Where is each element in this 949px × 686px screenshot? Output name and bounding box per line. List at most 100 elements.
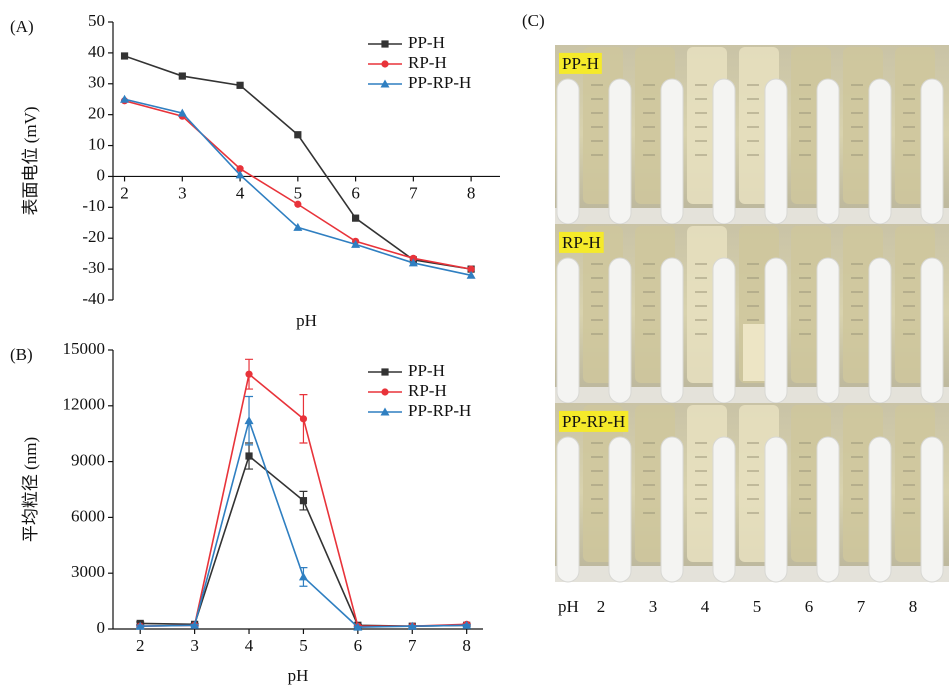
marker: [353, 622, 363, 631]
y-tick-label: -10: [82, 196, 105, 215]
holder-post: [764, 78, 788, 225]
holder-post: [764, 436, 788, 583]
x-axis-label: pH: [288, 666, 309, 685]
row-label-bg: [559, 231, 604, 253]
y-tick-label: 12000: [63, 395, 106, 414]
marker: [294, 131, 302, 139]
row-label: PP-H: [562, 54, 599, 73]
holder-post: [816, 436, 840, 583]
y-axis-label: 表面电位 (mV): [21, 106, 40, 215]
photo-category: 3: [649, 597, 658, 616]
y-tick-label: 50: [88, 11, 105, 30]
y-tick-label: -20: [82, 227, 105, 246]
holder-post: [764, 257, 788, 404]
y-tick-label: 20: [88, 104, 105, 123]
x-tick-label: 3: [178, 183, 187, 202]
x-tick-label: 5: [299, 636, 308, 655]
photo-shelf: [555, 566, 949, 582]
photo-category: 4: [701, 597, 710, 616]
holder-post: [920, 257, 944, 404]
legend-label: PP-H: [408, 33, 445, 52]
marker: [177, 108, 187, 117]
marker: [409, 254, 417, 262]
x-tick-label: 7: [409, 183, 418, 202]
holder-post: [660, 436, 684, 583]
marker: [351, 214, 360, 222]
legend-label: PP-H: [408, 361, 445, 380]
photo-axis-label: pH: [558, 597, 579, 616]
y-tick-label: 3000: [71, 562, 105, 581]
holder-post: [556, 78, 580, 225]
x-tick-label: 4: [236, 183, 245, 202]
marker: [381, 368, 389, 376]
marker: [299, 415, 308, 423]
marker: [381, 40, 389, 48]
y-tick-label: 40: [88, 42, 105, 61]
holder-post: [868, 257, 892, 404]
marker: [293, 222, 303, 231]
holder-post: [868, 436, 892, 583]
x-tick-label: 8: [467, 183, 476, 202]
y-tick-label: 30: [88, 73, 105, 92]
y-tick-label: 15000: [63, 339, 106, 358]
y-axis-label: 平均粒径 (nm): [21, 437, 40, 542]
x-tick-label: 5: [294, 183, 303, 202]
marker: [408, 258, 418, 267]
y-tick-label: 9000: [71, 451, 105, 470]
y-tick-label: 0: [97, 618, 106, 637]
series-line: [140, 454, 467, 628]
x-tick-label: 6: [351, 183, 360, 202]
photo-category: 2: [597, 597, 606, 616]
legend-label: RP-H: [408, 53, 447, 72]
holder-post: [608, 257, 632, 404]
holder-post: [816, 78, 840, 225]
panel-label: (B): [10, 345, 33, 364]
marker: [245, 452, 253, 460]
x-tick-label: 2: [120, 183, 129, 202]
photo-category: 8: [909, 597, 918, 616]
marker: [294, 200, 302, 208]
y-tick-label: -40: [82, 289, 105, 308]
marker: [298, 572, 308, 581]
marker: [236, 165, 244, 173]
marker: [381, 60, 389, 68]
holder-post: [712, 78, 736, 225]
holder-post: [556, 436, 580, 583]
marker: [244, 416, 254, 425]
x-axis-label: pH: [296, 311, 317, 330]
photo-shelf: [555, 387, 949, 403]
row-label-bg: [559, 52, 602, 74]
y-tick-label: 6000: [71, 506, 105, 525]
marker: [299, 497, 308, 505]
marker: [467, 265, 475, 273]
row-label: PP-RP-H: [562, 412, 625, 431]
x-tick-label: 2: [136, 636, 145, 655]
marker: [380, 407, 390, 416]
x-tick-label: 6: [354, 636, 363, 655]
marker: [190, 620, 200, 629]
holder-post: [920, 78, 944, 225]
photo-shelf: [555, 208, 949, 224]
marker: [380, 79, 390, 88]
panel-label: (C): [522, 11, 545, 30]
marker: [236, 81, 244, 89]
marker: [466, 270, 476, 279]
x-tick-label: 8: [462, 636, 471, 655]
holder-post: [868, 78, 892, 225]
marker: [407, 621, 417, 630]
marker: [462, 620, 472, 629]
holder-post: [712, 436, 736, 583]
holder-post: [712, 257, 736, 404]
marker: [351, 239, 361, 248]
photo-category: 7: [857, 597, 866, 616]
holder-post: [816, 257, 840, 404]
y-tick-label: 10: [88, 134, 105, 153]
holder-post: [608, 78, 632, 225]
holder-post: [660, 78, 684, 225]
row-label: RP-H: [562, 233, 601, 252]
marker: [178, 72, 186, 80]
photo-category: 5: [753, 597, 762, 616]
marker: [120, 52, 129, 60]
x-tick-label: 4: [245, 636, 254, 655]
